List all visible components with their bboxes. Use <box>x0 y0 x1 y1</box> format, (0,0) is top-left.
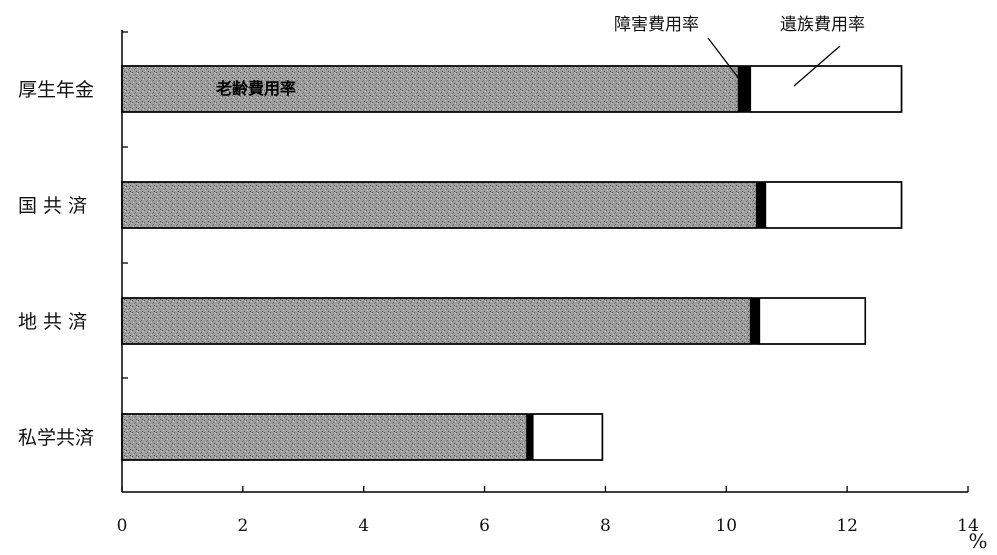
old-age-bar-segment <box>121 413 528 461</box>
x-unit-label: % <box>968 529 987 553</box>
bar-outline <box>121 65 903 113</box>
survivor-cost-rate-label: 遺族費用率 <box>780 15 865 35</box>
survivor-leader-line <box>793 45 841 87</box>
x-tick-label: 0 <box>117 516 128 536</box>
disability-annotation: 障害費用率 <box>614 15 741 81</box>
disability-bar-segment <box>750 298 760 344</box>
x-tick-label: 8 <box>600 516 611 536</box>
category-label: 地 共 済 <box>18 311 87 333</box>
x-axis-ticks: 0 2 4 6 8 10 12 14 <box>117 486 979 536</box>
x-tick-label: 6 <box>479 516 490 536</box>
survivor-annotation: 遺族費用率 <box>780 15 865 87</box>
disability-cost-rate-label: 障害費用率 <box>614 15 699 35</box>
old-age-cost-rate-label: 老齢費用率 <box>215 79 296 98</box>
bars <box>121 65 903 461</box>
old-age-bar-segment <box>121 65 740 113</box>
survivor-bar-segment <box>758 297 866 345</box>
x-tick-label: 14 <box>957 516 979 536</box>
old-age-bar-segment <box>121 297 752 345</box>
bar-outline <box>121 413 604 461</box>
y-axis-ticks <box>122 31 128 379</box>
disability-bar-segment <box>756 182 766 228</box>
x-tick-label: 4 <box>358 516 369 536</box>
survivor-bar-segment <box>749 65 903 113</box>
survivor-bar-segment <box>532 413 604 461</box>
survivor-bar-segment <box>764 181 903 229</box>
bar-outline <box>121 297 867 345</box>
old-age-bar-segment <box>121 181 758 229</box>
category-label: 国 共 済 <box>18 195 87 217</box>
x-tick-label: 10 <box>715 516 737 536</box>
disability-bar-segment <box>738 66 751 112</box>
x-tick-label: 12 <box>836 516 858 536</box>
disability-leader-line <box>707 37 741 81</box>
bar-outline <box>121 181 903 229</box>
category-label: 厚生年金 <box>18 79 94 101</box>
x-tick-label: 2 <box>237 516 248 536</box>
disability-bar-segment <box>526 414 533 460</box>
category-label: 私学共済 <box>18 427 94 449</box>
